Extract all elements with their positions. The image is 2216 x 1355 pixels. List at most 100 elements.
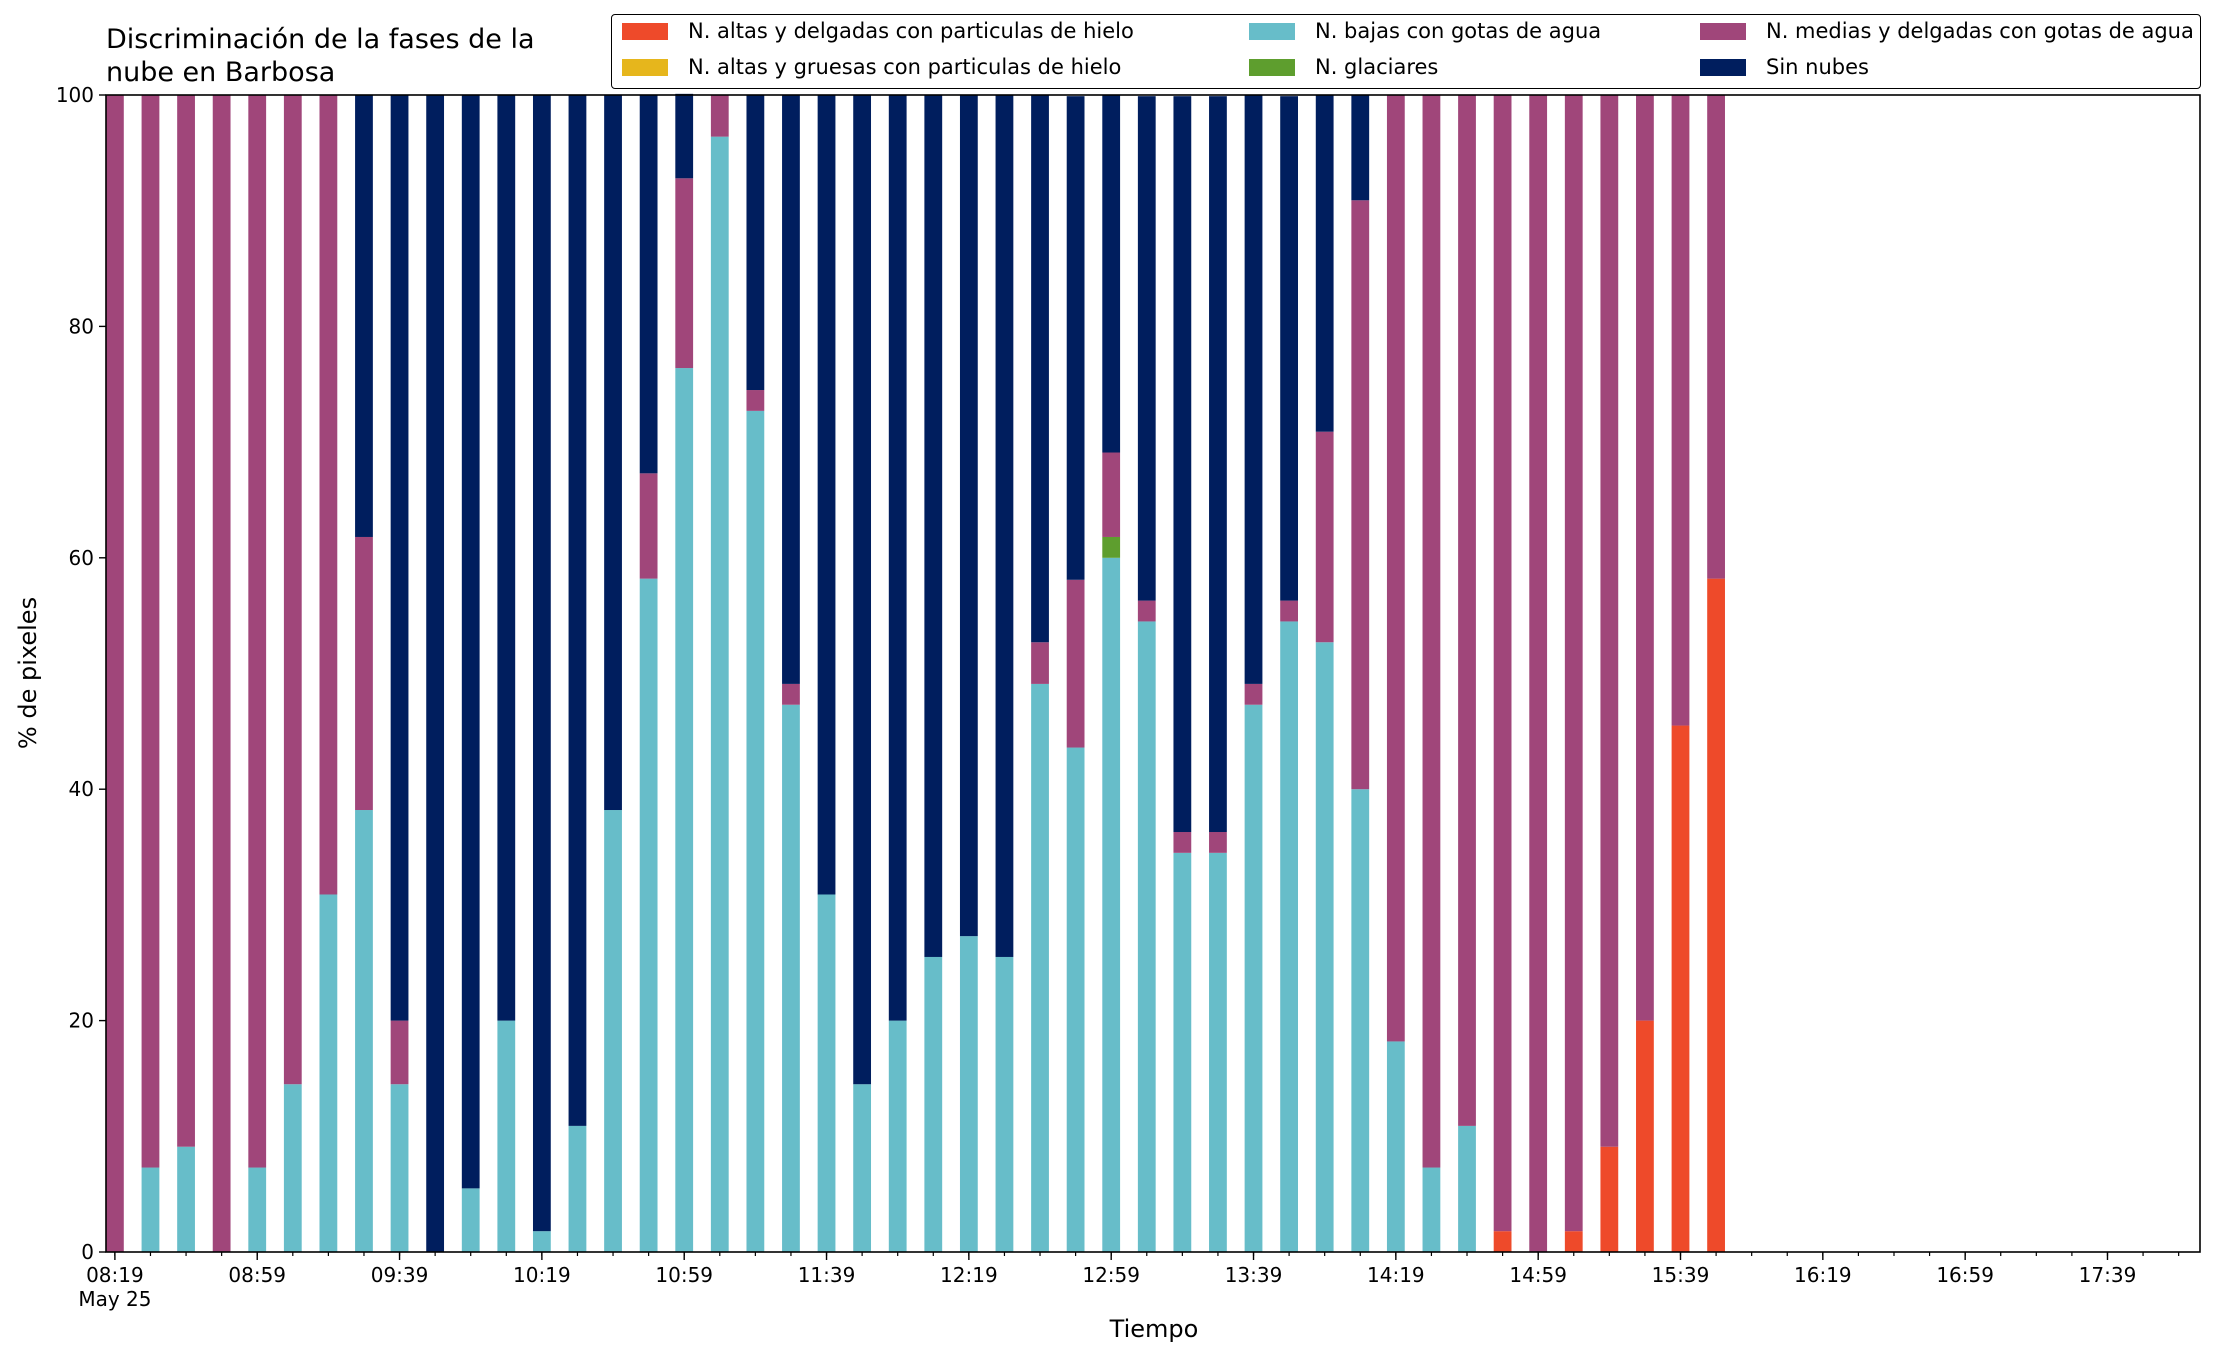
bar-segment xyxy=(1244,704,1263,1252)
legend-label: N. glaciares xyxy=(1315,55,1439,79)
bar-segment xyxy=(1671,725,1690,1252)
bar-segment xyxy=(1458,95,1476,1126)
bar-segment xyxy=(532,95,551,1232)
chart-title-line-2: nube en Barbosa xyxy=(106,57,336,88)
bar-segment xyxy=(1564,95,1583,1232)
bar-segment xyxy=(888,95,907,1021)
bar-segment xyxy=(639,473,658,579)
x-axis-label: Tiempo xyxy=(1109,1315,1199,1343)
bar-segment xyxy=(817,95,836,895)
x-tick-label: 15:39 xyxy=(1652,1263,1710,1287)
bar-segment xyxy=(390,1020,409,1085)
bar-segment xyxy=(995,95,1014,957)
bar-segment xyxy=(497,1020,516,1252)
bar-segment xyxy=(1102,536,1121,558)
legend: N. altas y delgadas con particulas de hi… xyxy=(611,14,2201,89)
bar-segment xyxy=(746,410,765,1253)
bar-segment xyxy=(1386,1041,1405,1252)
bar-segment xyxy=(1102,452,1121,537)
bar-segment xyxy=(746,95,765,391)
axes-group: 0 20 40 60 80 100 08:19 08:59 09:39 10:19 10:59 11:… xyxy=(56,83,2201,1311)
bar-segment xyxy=(639,95,658,474)
legend-swatch xyxy=(622,22,668,40)
bar-segment xyxy=(1315,431,1334,643)
bar-segment xyxy=(853,95,872,1085)
x-tick-label: 08:19 xyxy=(86,1263,144,1287)
bar-segment xyxy=(319,894,338,1252)
bar-segment xyxy=(1244,95,1263,684)
legend-swatch xyxy=(1700,58,1746,76)
bar-segment xyxy=(1351,200,1370,790)
bar-segment xyxy=(1209,852,1227,1252)
bar-segment xyxy=(1031,95,1049,643)
x-tick-label: 10:19 xyxy=(513,1263,571,1287)
bar-segment xyxy=(355,95,373,537)
x-tick-label: 10:59 xyxy=(655,1263,713,1287)
x-tick-sublabel: May 25 xyxy=(78,1287,151,1311)
bar-segment xyxy=(461,95,480,1189)
y-tick-label: 80 xyxy=(69,314,94,338)
bar-segment xyxy=(1636,1020,1654,1252)
y-tick-label: 100 xyxy=(56,83,94,107)
bar-segment xyxy=(639,578,658,1252)
y-tick-label: 0 xyxy=(81,1240,94,1264)
bar-segment xyxy=(1422,1167,1441,1252)
y-tick-label: 20 xyxy=(69,1009,94,1033)
bar-segment xyxy=(1066,747,1085,1252)
bar-segment xyxy=(212,95,231,1252)
bar-segment xyxy=(1707,95,1725,579)
bar-segment xyxy=(604,95,622,811)
bar-segment xyxy=(1173,96,1192,833)
legend-swatch xyxy=(1700,22,1746,40)
bar-segment xyxy=(959,936,978,1252)
legend-item-bajas-gotas: N. bajas con gotas de agua xyxy=(1249,19,1601,43)
bar-segment xyxy=(1422,95,1441,1168)
bar-segment xyxy=(1564,1231,1583,1252)
legend-item-glaciares: N. glaciares xyxy=(1249,55,1438,79)
bar-segment xyxy=(710,95,729,137)
x-tick-label: 12:19 xyxy=(940,1263,998,1287)
x-tick-label: 16:59 xyxy=(1936,1263,1994,1287)
bar-segment xyxy=(1173,832,1192,853)
x-tick-label: 16:19 xyxy=(1794,1263,1852,1287)
bar-segment xyxy=(1493,95,1512,1232)
bar-segment xyxy=(924,956,943,1252)
bar-segment xyxy=(1031,683,1049,1252)
bar-segment xyxy=(426,95,445,1252)
bar-segment xyxy=(1600,95,1619,1147)
bar-segment xyxy=(1671,95,1690,726)
bar-segment xyxy=(675,93,694,179)
bar-segment xyxy=(355,536,373,811)
bar-segment xyxy=(177,1146,195,1252)
bar-segment xyxy=(1137,621,1156,1252)
bar-segment xyxy=(1351,789,1370,1252)
legend-label: N. bajas con gotas de agua xyxy=(1315,19,1602,43)
legend-item-sin-nubes: Sin nubes xyxy=(1700,55,1869,79)
legend-item-medias-delgadas-gotas: N. medias y delgadas con gotas de agua xyxy=(1700,19,2194,43)
bar-segment xyxy=(461,1188,480,1252)
bar-segment xyxy=(532,1231,551,1252)
x-tick-label: 17:39 xyxy=(2079,1263,2137,1287)
bar-segment xyxy=(1102,557,1121,1252)
bar-segment xyxy=(675,368,694,1252)
bar-segment xyxy=(319,95,338,895)
bar-segment xyxy=(1458,1125,1476,1252)
legend-swatch xyxy=(1249,58,1295,76)
bar-segment xyxy=(959,95,978,937)
bar-segment xyxy=(106,95,124,1252)
bar-segment xyxy=(1137,96,1156,601)
bar-segment xyxy=(1386,95,1405,1042)
legend-swatch xyxy=(622,58,668,76)
legend-item-altas-delgadas-hielo: N. altas y delgadas con particulas de hi… xyxy=(622,19,1134,43)
legend-swatch xyxy=(1249,22,1295,40)
bar-segment xyxy=(497,95,516,1021)
x-tick-label: 08:59 xyxy=(228,1263,286,1287)
legend-label: N. altas y gruesas con particulas de hie… xyxy=(688,55,1122,79)
bar-segment xyxy=(248,95,267,1168)
bar-segment xyxy=(782,704,800,1252)
bar-segment xyxy=(1209,832,1227,853)
bar-segment xyxy=(1173,852,1192,1252)
bar-segment xyxy=(710,136,729,1253)
bar-segment xyxy=(746,390,765,411)
